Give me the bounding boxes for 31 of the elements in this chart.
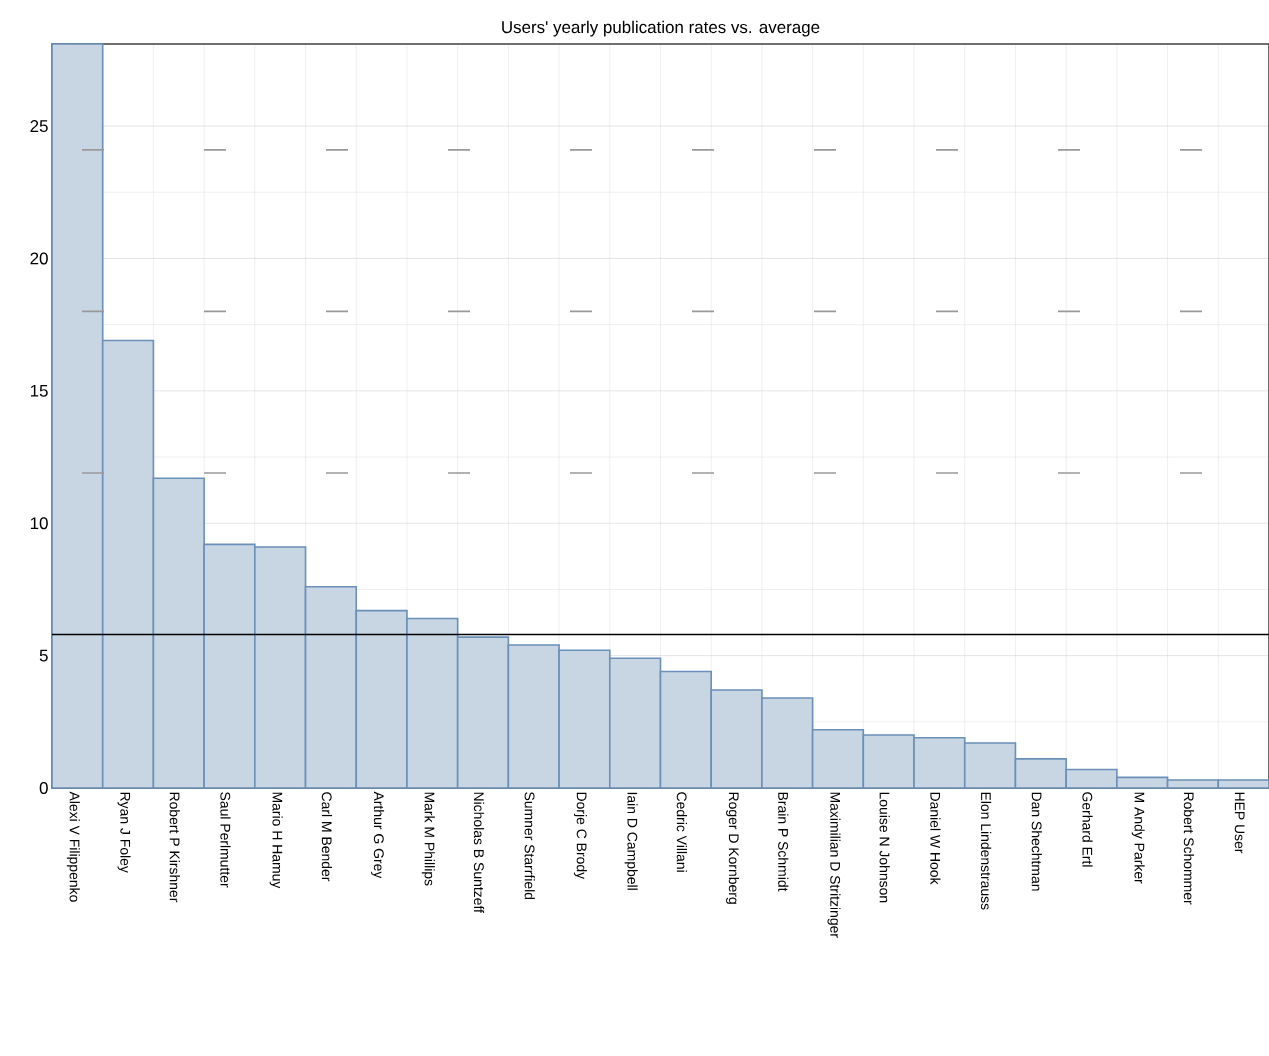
x-tick-label: Saul Perlmutter [220, 792, 231, 888]
x-tick-label: HEP User [1234, 792, 1245, 854]
y-tick-label: 0 [39, 782, 48, 794]
x-tick-label: Louise N Johnson [879, 792, 890, 903]
y-tick-label: 25 [30, 120, 48, 133]
x-tick-label: M Andy Parker [1131, 792, 1145, 884]
x-tick-label: Dan Shechtman [1031, 792, 1042, 891]
x-tick-label: Brain P Schmidt [778, 792, 789, 892]
x-tick-label: Arthur G Grey [371, 791, 385, 879]
x-tick-label: Cedric Villani [676, 792, 687, 872]
x-tick-label: Mark M Phillips [421, 792, 435, 886]
chart-title: Users' yearly publication rates vs. average [502, 20, 820, 37]
x-tick-label: Robert P Kirshner [169, 792, 180, 903]
y-tick-label: 20 [30, 252, 48, 265]
x-tick-label: Maximilian D Stritzinger [827, 792, 841, 938]
x-tick-label: Roger D Kornberg [726, 792, 740, 904]
x-tick-label: Carl M Bender [321, 792, 333, 882]
x-tick-label: Ryan J Foley [117, 792, 131, 873]
x-tick-label: Mario H Hamuy [269, 792, 283, 889]
x-tick-label: Robert Schommer [1183, 792, 1195, 905]
x-tick-label: Iain D Campbell [624, 792, 638, 890]
x-tick-label: Alexi V Filippenko [66, 791, 80, 902]
y-tick-label: 10 [30, 517, 48, 530]
x-tick-label: Gerhard Ertl [1082, 792, 1093, 867]
y-tick-label: 15 [30, 384, 48, 397]
x-tick-label: Elon Lindenstrauss [980, 792, 992, 910]
x-tick-label: Dorje C Brody [573, 792, 587, 880]
x-tick-label: Nicholas B Suntzeff [473, 792, 485, 913]
y-tick-label: 5 [39, 649, 48, 662]
x-tick-label: Daniel W Hook [930, 792, 941, 885]
x-tick-label: Sumner Starrfield [524, 792, 535, 900]
